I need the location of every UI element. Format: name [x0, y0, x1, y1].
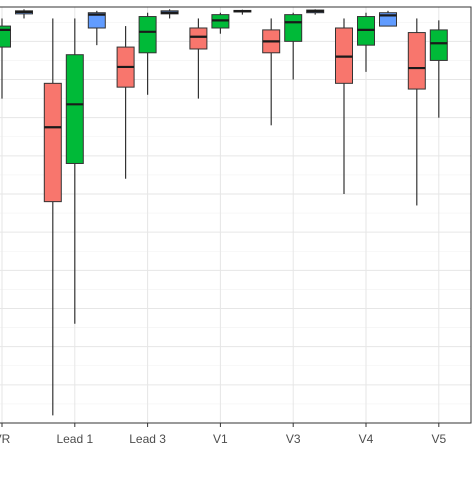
x-tick-labels: VR Lead 1 Lead 3 V1 V3 V4 V5: [0, 423, 446, 446]
box-1-6: [429, 20, 448, 118]
box-layer: [0, 9, 448, 416]
box-1-3: [211, 12, 230, 34]
x-tick-label: Lead 1: [56, 432, 93, 446]
box-body: [429, 29, 448, 61]
x-tick-label: V3: [286, 432, 301, 446]
grid-layer: [0, 7, 471, 424]
panel-border: [0, 6, 472, 424]
box-2-0: [15, 9, 33, 19]
box-1-1: [65, 18, 84, 324]
box-0-4: [262, 18, 281, 126]
box-body: [65, 54, 84, 164]
box-body: [0, 25, 11, 48]
box-0-1: [43, 18, 62, 416]
box-2-5: [379, 10, 397, 27]
box-1-4: [284, 12, 303, 80]
box-1-0: [0, 18, 11, 99]
x-tick-label: V1: [213, 432, 228, 446]
box-2-2: [160, 9, 179, 19]
box-2-3: [233, 9, 252, 15]
box-body: [189, 27, 208, 50]
x-tick-label: V5: [431, 432, 446, 446]
box-body: [43, 82, 62, 203]
box-1-2: [138, 12, 157, 95]
box-0-5: [335, 18, 353, 195]
plot-frame: [0, 6, 472, 424]
box-0-3: [189, 18, 208, 99]
box-body: [284, 14, 303, 42]
x-tick-label: VR: [0, 432, 11, 446]
x-tick-label: Lead 3: [129, 432, 166, 446]
box-0-2: [116, 26, 135, 179]
box-body: [138, 16, 157, 54]
x-tick-label: V4: [359, 432, 374, 446]
box-0-6: [407, 18, 426, 206]
box-body: [87, 12, 106, 29]
box-2-4: [306, 9, 325, 15]
box-1-5: [357, 12, 375, 72]
box-2-1: [87, 10, 106, 46]
box-body: [407, 32, 426, 90]
